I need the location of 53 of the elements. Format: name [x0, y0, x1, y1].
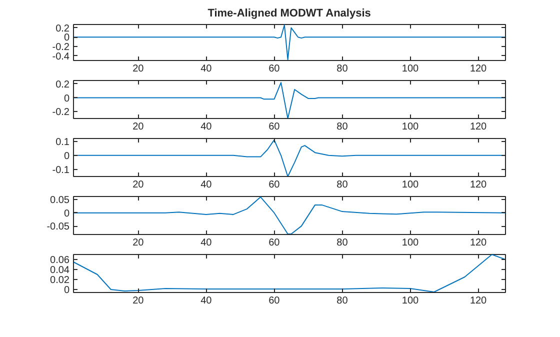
- x-tick-label: 20: [132, 296, 144, 306]
- y-tick-label: -0.4: [52, 51, 70, 62]
- line-series: [74, 254, 506, 292]
- y-tick-label: 0: [64, 285, 70, 296]
- x-tick-label: 120: [470, 64, 488, 74]
- x-tick-label: 80: [336, 296, 348, 306]
- x-tick-label: 100: [402, 122, 420, 132]
- x-tick-label: 40: [200, 122, 212, 132]
- y-tick-label: 0: [64, 208, 70, 220]
- y-tick-label: 0.1: [56, 136, 70, 148]
- x-tick-label: 20: [132, 238, 144, 248]
- x-tick-label: 60: [268, 122, 280, 132]
- x-tick-label: 20: [132, 122, 144, 132]
- y-tick-label: 0.2: [56, 23, 70, 34]
- x-tick-label: 80: [336, 180, 348, 190]
- x-tick-label: 120: [470, 122, 488, 132]
- x-tick-label: 60: [268, 64, 280, 74]
- x-tick-label: 60: [268, 296, 280, 306]
- chart-title: Time-Aligned MODWT Analysis: [208, 8, 371, 20]
- x-tick-label: 80: [336, 64, 348, 74]
- x-tick-label: 100: [402, 296, 420, 306]
- x-tick-label: 100: [402, 180, 420, 190]
- y-tick-label: 0.06: [50, 255, 70, 266]
- x-tick-label: 60: [268, 238, 280, 248]
- y-tick-label: 0.05: [50, 195, 70, 206]
- y-tick-label: 0.2: [56, 79, 70, 90]
- y-tick-label: 0.04: [50, 265, 70, 276]
- x-tick-label: 120: [470, 180, 488, 190]
- y-tick-label: -0.05: [46, 222, 70, 233]
- y-tick-label: -0.1: [52, 164, 70, 176]
- line-series: [74, 82, 506, 118]
- line-series: [74, 196, 506, 234]
- line-series: [74, 24, 506, 60]
- y-tick-label: -0.2: [52, 42, 70, 53]
- y-tick-label: 0: [64, 93, 70, 104]
- x-tick-label: 40: [200, 180, 212, 190]
- x-tick-label: 40: [200, 296, 212, 306]
- x-tick-label: 120: [470, 296, 488, 306]
- line-series: [74, 139, 506, 176]
- x-tick-label: 40: [200, 64, 212, 74]
- x-tick-label: 80: [336, 122, 348, 132]
- x-tick-label: 40: [200, 238, 212, 248]
- x-tick-label: 80: [336, 238, 348, 248]
- x-tick-label: 120: [470, 238, 488, 248]
- x-tick-label: 100: [402, 238, 420, 248]
- x-tick-label: 60: [268, 180, 280, 190]
- x-tick-label: 20: [132, 180, 144, 190]
- y-tick-label: 0: [64, 32, 70, 44]
- y-tick-label: 0: [64, 150, 70, 162]
- y-tick-label: 0.02: [50, 275, 70, 286]
- y-tick-label: -0.2: [52, 107, 70, 118]
- x-tick-label: 20: [132, 64, 144, 74]
- x-tick-label: 100: [402, 64, 420, 74]
